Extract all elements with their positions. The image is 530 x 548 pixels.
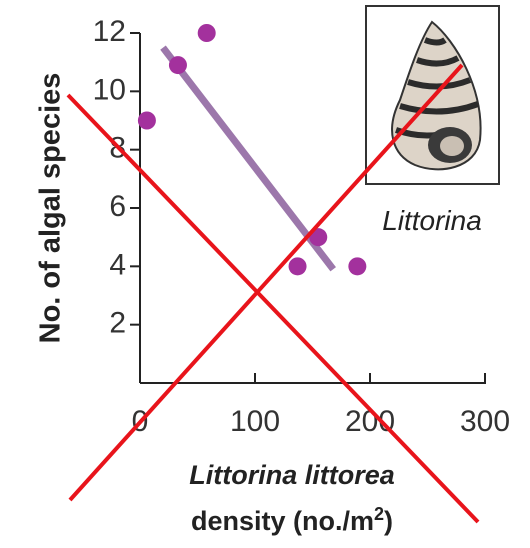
page: {"chart_data": {"type": "scatter", "x_la… xyxy=(0,0,530,548)
y-tick-label: 10 xyxy=(93,73,126,106)
point xyxy=(138,112,156,130)
point xyxy=(198,24,216,42)
label-part: ) xyxy=(384,506,393,536)
label-sup: 2 xyxy=(374,504,384,524)
x-axis-label: Littorina littorea xyxy=(189,460,395,490)
chart: Littorina No. of algal species Littorina… xyxy=(0,0,530,548)
point xyxy=(169,56,187,74)
x-tick-label: 100 xyxy=(230,405,280,438)
y-axis-label: No. of algal species xyxy=(35,73,67,344)
x-axis-label-line2: density (no./m2) xyxy=(191,504,393,536)
x-tick-label: 300 xyxy=(460,405,510,438)
image-caption: Littorina xyxy=(382,205,482,236)
point xyxy=(348,257,366,275)
y-tick-label: 4 xyxy=(109,248,126,281)
y-tick-label: 2 xyxy=(109,307,126,340)
label-part: density (no./m xyxy=(191,506,374,536)
y-tick-label: 6 xyxy=(109,190,126,223)
y-tick-label: 12 xyxy=(93,15,126,48)
point xyxy=(289,257,307,275)
